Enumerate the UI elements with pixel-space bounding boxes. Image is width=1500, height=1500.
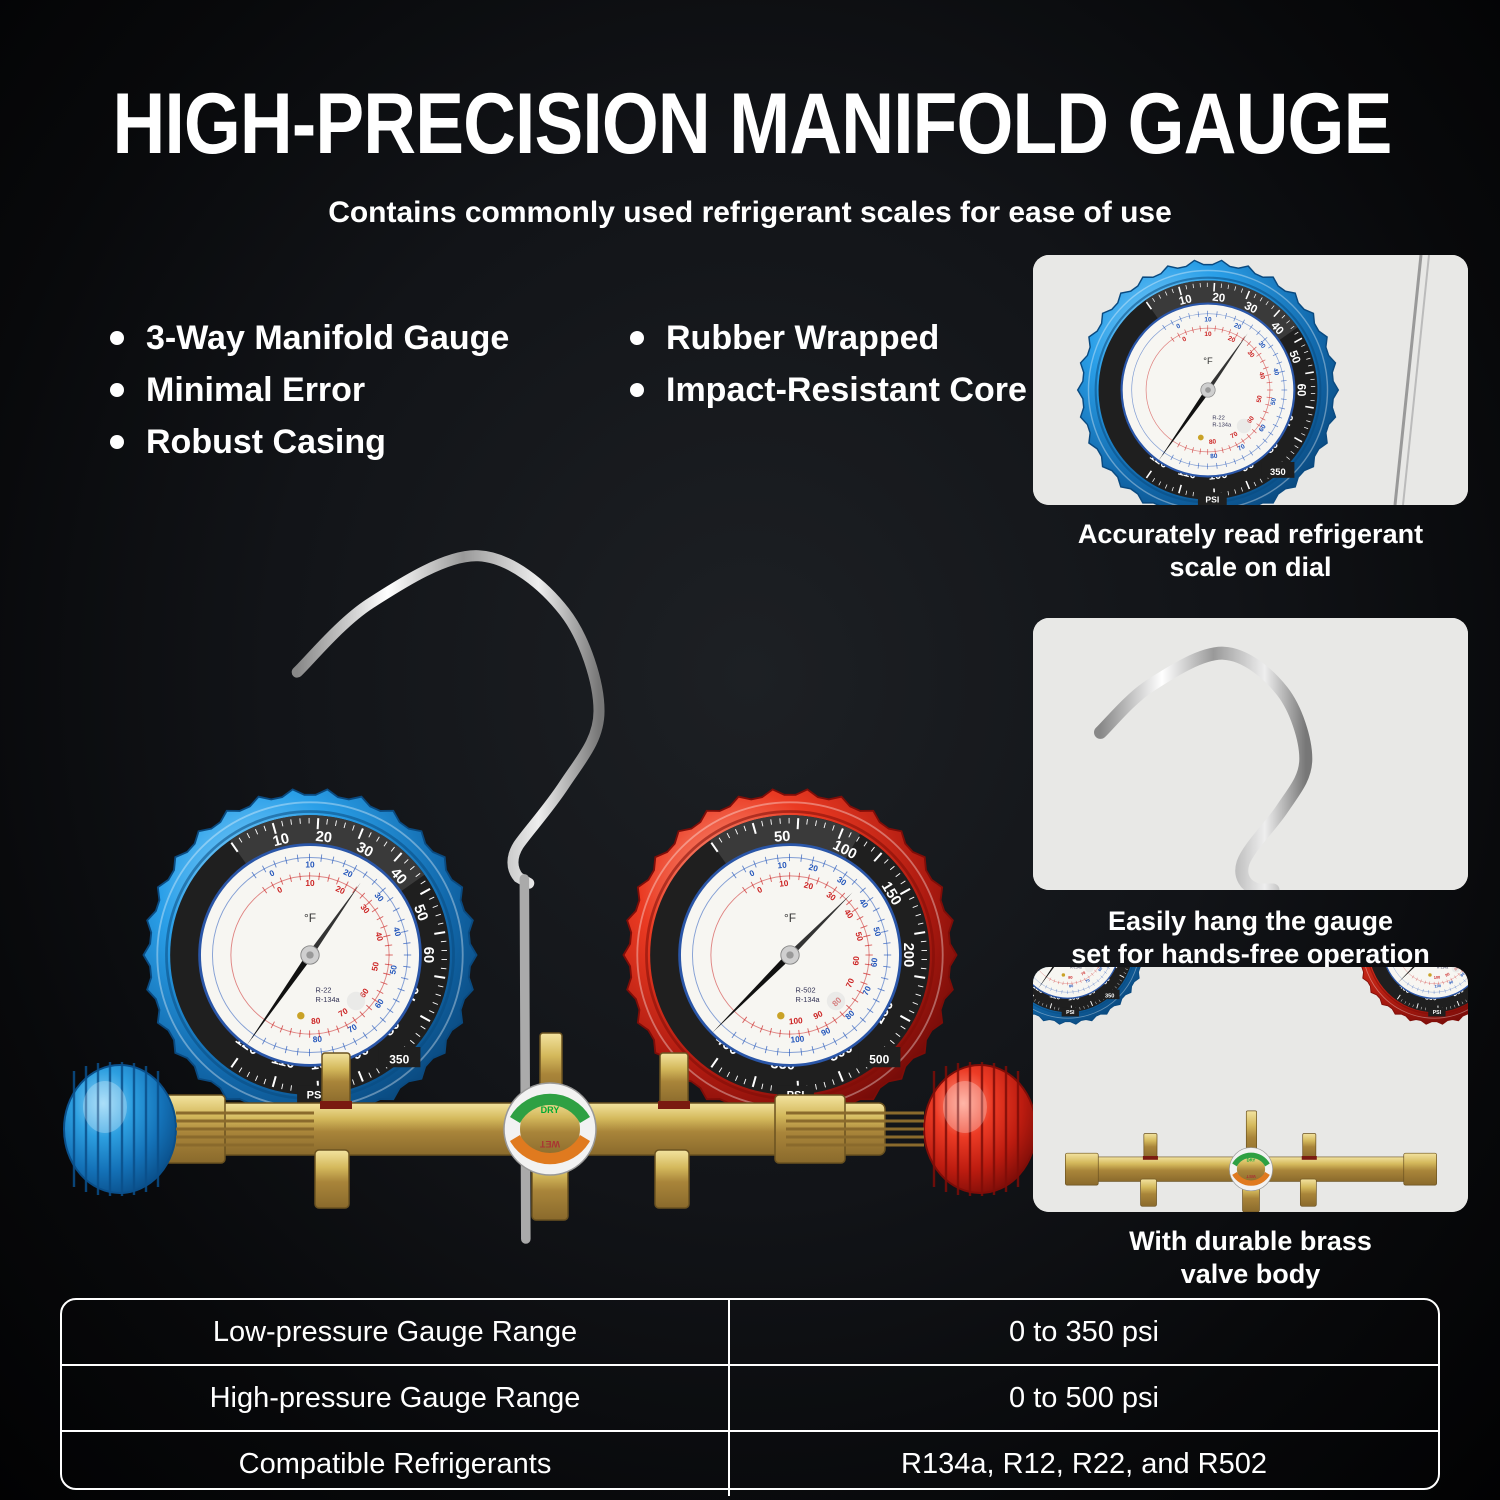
svg-text:100: 100 xyxy=(790,1034,805,1044)
svg-text:80: 80 xyxy=(1069,983,1074,988)
svg-text:350: 350 xyxy=(1105,993,1114,999)
svg-text:DRY: DRY xyxy=(1247,1158,1256,1163)
svg-text:R-134a: R-134a xyxy=(1070,967,1081,969)
svg-text:80: 80 xyxy=(312,1035,322,1045)
svg-text:10: 10 xyxy=(1204,317,1212,324)
svg-text:80: 80 xyxy=(311,1016,321,1026)
svg-text:R-134a: R-134a xyxy=(1212,423,1232,429)
svg-text:10: 10 xyxy=(1204,331,1212,338)
svg-text:80: 80 xyxy=(1209,438,1217,446)
svg-text:PSI: PSI xyxy=(1433,1010,1442,1016)
svg-text:WET: WET xyxy=(1246,1174,1256,1179)
svg-text:60: 60 xyxy=(870,957,880,967)
svg-text:80: 80 xyxy=(1068,975,1073,980)
svg-text:80: 80 xyxy=(1210,453,1218,461)
svg-text:R-134a: R-134a xyxy=(316,995,341,1004)
svg-text:R-134a: R-134a xyxy=(1437,967,1448,969)
svg-text:350: 350 xyxy=(1270,467,1286,477)
svg-text:10: 10 xyxy=(779,879,789,889)
svg-text:R-502: R-502 xyxy=(796,986,816,995)
svg-text:PSI: PSI xyxy=(1066,1010,1075,1016)
svg-text:°F: °F xyxy=(1203,356,1213,366)
svg-text:100: 100 xyxy=(788,1016,803,1026)
svg-text:R-22: R-22 xyxy=(1212,416,1224,422)
svg-text:10: 10 xyxy=(305,861,315,870)
svg-text:R-22: R-22 xyxy=(316,986,332,995)
svg-text:50: 50 xyxy=(774,829,791,846)
svg-text:DRY: DRY xyxy=(541,1105,560,1115)
svg-text:°F: °F xyxy=(784,911,796,925)
svg-text:PSI: PSI xyxy=(1205,494,1219,504)
svg-text:100: 100 xyxy=(1434,974,1441,980)
svg-text:200: 200 xyxy=(900,943,916,968)
svg-text:WET: WET xyxy=(540,1139,560,1149)
svg-text:10: 10 xyxy=(305,879,315,888)
svg-text:60: 60 xyxy=(1294,384,1306,397)
svg-text:R-134a: R-134a xyxy=(796,995,821,1004)
svg-text:60: 60 xyxy=(420,947,436,963)
svg-text:60: 60 xyxy=(851,955,861,965)
svg-text:350: 350 xyxy=(389,1053,409,1067)
svg-text:10: 10 xyxy=(777,861,787,871)
svg-text:°F: °F xyxy=(304,911,316,925)
svg-text:100: 100 xyxy=(1434,983,1441,989)
svg-text:500: 500 xyxy=(869,1053,889,1067)
